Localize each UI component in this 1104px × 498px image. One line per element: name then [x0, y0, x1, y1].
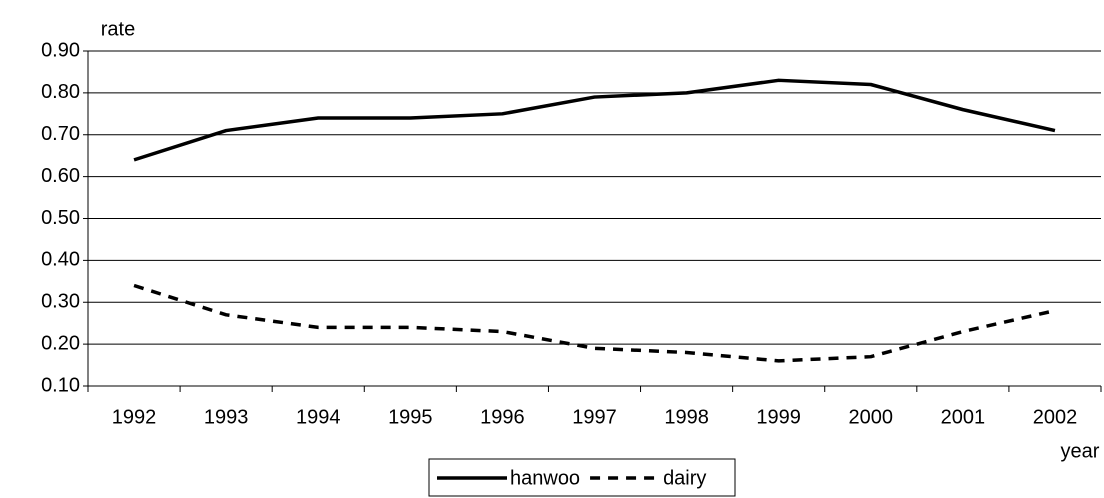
x-tick-label: 2000 — [849, 406, 894, 428]
x-tick-label: 1997 — [572, 406, 617, 428]
x-tick-label: 1993 — [204, 406, 249, 428]
x-tick-label: 1999 — [756, 406, 801, 428]
y-tick-label: 0.20 — [41, 332, 80, 354]
x-tick-label: 1994 — [296, 406, 341, 428]
legend-label: hanwoo — [510, 467, 580, 489]
x-tick-label: 1996 — [480, 406, 525, 428]
x-tick-label: 1998 — [664, 406, 709, 428]
x-tick-label: 2002 — [1033, 406, 1078, 428]
y-tick-label: 0.30 — [41, 291, 80, 313]
x-axis-label: year — [1061, 440, 1100, 462]
series-line — [133, 78, 1056, 162]
x-tick-label: 2001 — [941, 406, 986, 428]
y-tick-label: 0.70 — [41, 123, 80, 145]
y-tick-label: 0.60 — [41, 165, 80, 187]
y-tick-label: 0.50 — [41, 207, 80, 229]
y-tick-label: 0.40 — [41, 249, 80, 271]
y-axis-label: rate — [101, 18, 135, 40]
y-tick-label: 0.90 — [41, 39, 80, 61]
y-tick-label: 0.10 — [41, 374, 80, 396]
x-tick-label: 1995 — [388, 406, 433, 428]
y-tick-label: 0.80 — [41, 81, 80, 103]
series-line — [133, 283, 1056, 363]
x-tick-label: 1992 — [112, 406, 157, 428]
legend-label: dairy — [663, 467, 706, 489]
